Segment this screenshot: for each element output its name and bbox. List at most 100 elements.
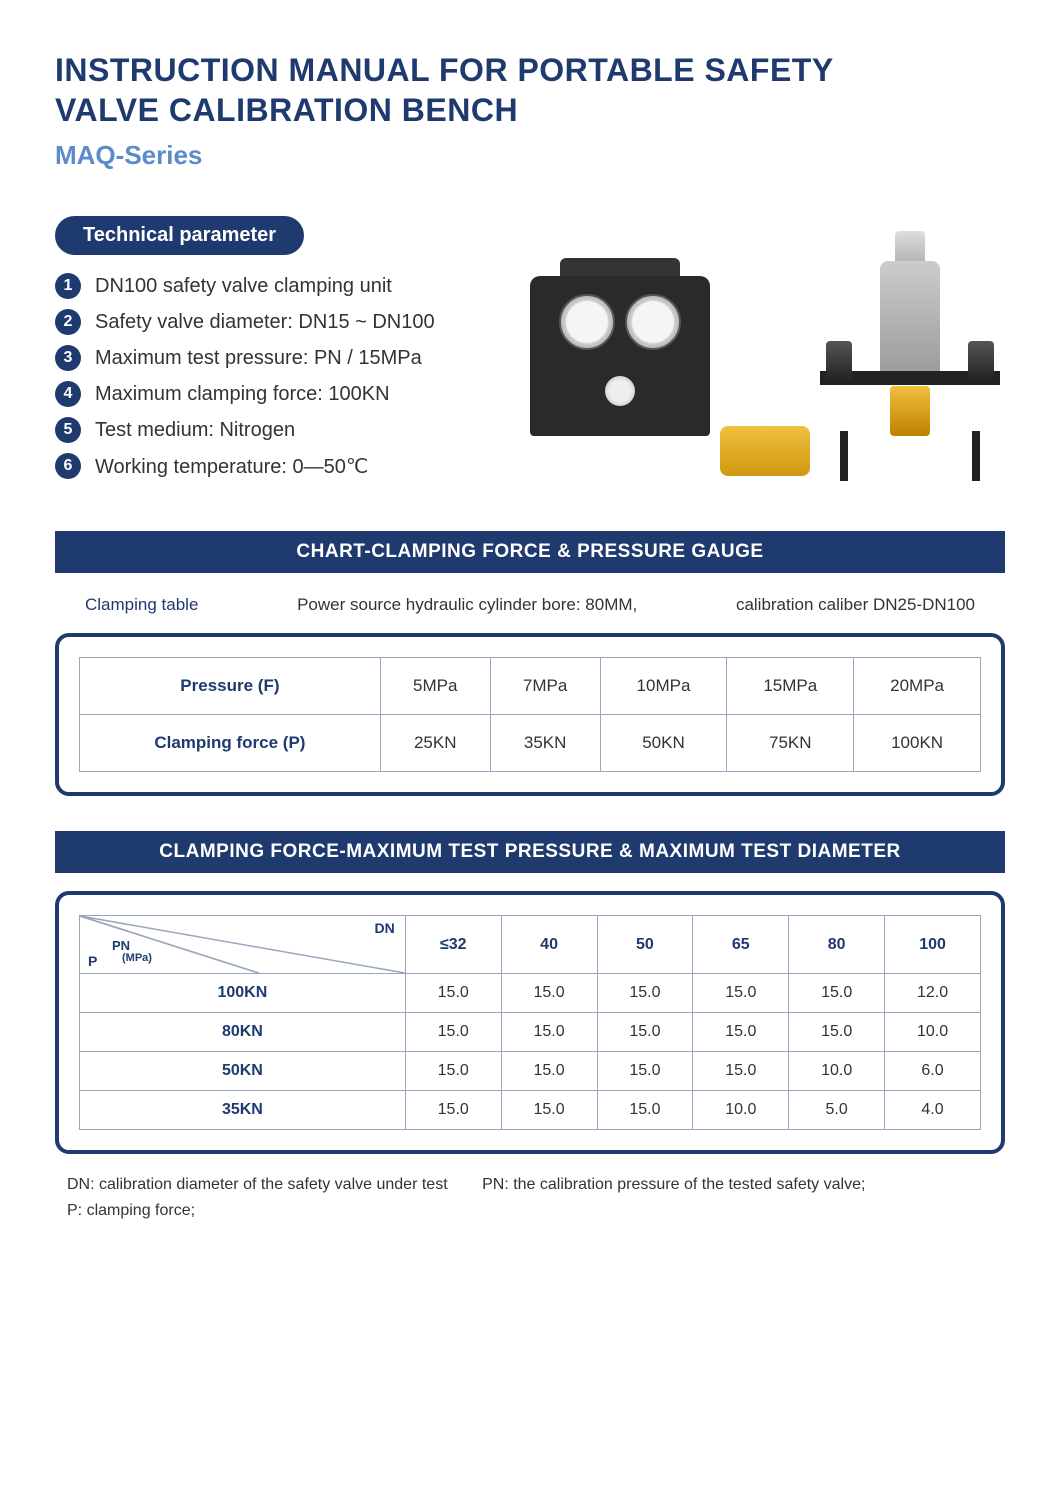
param-text: DN100 safety valve clamping unit [95, 275, 392, 298]
cell: 20MPa [854, 658, 981, 715]
param-text: Safety valve diameter: DN15 ~ DN100 [95, 311, 435, 334]
sub-left: Clamping table [85, 595, 198, 615]
chart1-band: CHART-CLAMPING FORCE & PRESSURE GAUGE [55, 531, 1005, 573]
chart1-table: Pressure (F) 5MPa 7MPa 10MPa 15MPa 20MPa… [79, 657, 981, 772]
row-label: 50KN [80, 1052, 406, 1091]
cell: 5.0 [789, 1091, 885, 1130]
param-text: Test medium: Nitrogen [95, 419, 295, 442]
cell: 15MPa [727, 658, 854, 715]
cell: 15.0 [405, 1013, 501, 1052]
param-item: 4 Maximum clamping force: 100KN [55, 381, 495, 407]
diag-p: P [88, 953, 97, 969]
cell: 50KN [600, 715, 727, 772]
num-badge: 6 [55, 453, 81, 479]
cell: 5MPa [380, 658, 490, 715]
cell: 15.0 [693, 1013, 789, 1052]
col-header: 50 [597, 916, 693, 974]
cell: 15.0 [597, 974, 693, 1013]
row-label: 35KN [80, 1091, 406, 1130]
cell: 10MPa [600, 658, 727, 715]
cell: 15.0 [501, 1091, 597, 1130]
num-badge: 2 [55, 309, 81, 335]
param-text: Maximum clamping force: 100KN [95, 383, 390, 406]
num-badge: 3 [55, 345, 81, 371]
cell: 7MPa [490, 658, 600, 715]
row-label: 80KN [80, 1013, 406, 1052]
diag-pn: PN [112, 938, 130, 953]
cell: 15.0 [501, 974, 597, 1013]
cell: 75KN [727, 715, 854, 772]
footnote-pn: PN: the calibration pressure of the test… [482, 1172, 865, 1198]
cell: 15.0 [693, 974, 789, 1013]
footnote-dn: DN: calibration diameter of the safety v… [67, 1172, 448, 1198]
footnotes: DN: calibration diameter of the safety v… [55, 1172, 1005, 1223]
table-row: DN PN (MPa) P ≤32 40 50 65 80 100 [80, 916, 981, 974]
cell: 15.0 [597, 1091, 693, 1130]
cell: 100KN [854, 715, 981, 772]
valve-rig-icon [820, 231, 1000, 481]
cell: 4.0 [885, 1091, 981, 1130]
num-badge: 1 [55, 273, 81, 299]
cell: 15.0 [501, 1013, 597, 1052]
table-row: 80KN 15.015.015.015.015.010.0 [80, 1013, 981, 1052]
cell: 6.0 [885, 1052, 981, 1091]
num-badge: 4 [55, 381, 81, 407]
chart1-sublabels: Clamping table Power source hydraulic cy… [55, 573, 1005, 633]
cell: 10.0 [789, 1052, 885, 1091]
param-item: 6 Working temperature: 0—50℃ [55, 453, 495, 479]
chart2-band: CLAMPING FORCE-MAXIMUM TEST PRESSURE & M… [55, 831, 1005, 873]
chart2-table: DN PN (MPa) P ≤32 40 50 65 80 100 100KN … [79, 915, 981, 1130]
diagonal-header: DN PN (MPa) P [80, 916, 406, 974]
diag-dn: DN [375, 920, 395, 936]
cell: 15.0 [405, 1052, 501, 1091]
col-header: 65 [693, 916, 789, 974]
cell: 10.0 [693, 1091, 789, 1130]
table-row: Clamping force (P) 25KN 35KN 50KN 75KN 1… [80, 715, 981, 772]
sub-mid: Power source hydraulic cylinder bore: 80… [297, 595, 637, 615]
cell: 15.0 [597, 1052, 693, 1091]
col-header: 40 [501, 916, 597, 974]
param-item: 1 DN100 safety valve clamping unit [55, 273, 495, 299]
diag-mpa: (MPa) [122, 952, 152, 964]
cell: 15.0 [405, 1091, 501, 1130]
col-header: 80 [789, 916, 885, 974]
cell: 15.0 [501, 1052, 597, 1091]
cell: 35KN [490, 715, 600, 772]
sub-right: calibration caliber DN25-DN100 [736, 595, 975, 615]
hand-pump-icon [720, 426, 810, 476]
cell: 25KN [380, 715, 490, 772]
cell: 15.0 [789, 974, 885, 1013]
tech-param-heading: Technical parameter [55, 216, 304, 255]
param-item: 2 Safety valve diameter: DN15 ~ DN100 [55, 309, 495, 335]
footnote-p: P: clamping force; [67, 1198, 195, 1224]
row-label: Pressure (F) [80, 658, 381, 715]
num-badge: 5 [55, 417, 81, 443]
cell: 12.0 [885, 974, 981, 1013]
table-row: 35KN 15.015.015.010.05.04.0 [80, 1091, 981, 1130]
series-subtitle: MAQ-Series [55, 140, 1005, 171]
title-line1: INSTRUCTION MANUAL FOR PORTABLE SAFETY [55, 52, 834, 88]
param-item: 3 Maximum test pressure: PN / 15MPa [55, 345, 495, 371]
col-header: 100 [885, 916, 981, 974]
tech-param-list: 1 DN100 safety valve clamping unit 2 Safet… [55, 273, 495, 479]
cell: 15.0 [597, 1013, 693, 1052]
cell: 15.0 [693, 1052, 789, 1091]
row-label: Clamping force (P) [80, 715, 381, 772]
equipment-image [525, 216, 1005, 496]
cell: 10.0 [885, 1013, 981, 1052]
param-text: Maximum test pressure: PN / 15MPa [95, 347, 422, 370]
cell: 15.0 [789, 1013, 885, 1052]
table-row: 100KN 15.015.015.015.015.012.0 [80, 974, 981, 1013]
chart2-frame: DN PN (MPa) P ≤32 40 50 65 80 100 100KN … [55, 891, 1005, 1154]
chart1-frame: Pressure (F) 5MPa 7MPa 10MPa 15MPa 20MPa… [55, 633, 1005, 796]
param-text: Working temperature: 0—50℃ [95, 454, 368, 479]
param-item: 5 Test medium: Nitrogen [55, 417, 495, 443]
page-title: INSTRUCTION MANUAL FOR PORTABLE SAFETY V… [55, 50, 1005, 130]
gauge-case-icon [530, 276, 710, 436]
title-line2: VALVE CALIBRATION BENCH [55, 92, 518, 128]
cell: 15.0 [405, 974, 501, 1013]
col-header: ≤32 [405, 916, 501, 974]
table-row: Pressure (F) 5MPa 7MPa 10MPa 15MPa 20MPa [80, 658, 981, 715]
table-row: 50KN 15.015.015.015.010.06.0 [80, 1052, 981, 1091]
row-label: 100KN [80, 974, 406, 1013]
